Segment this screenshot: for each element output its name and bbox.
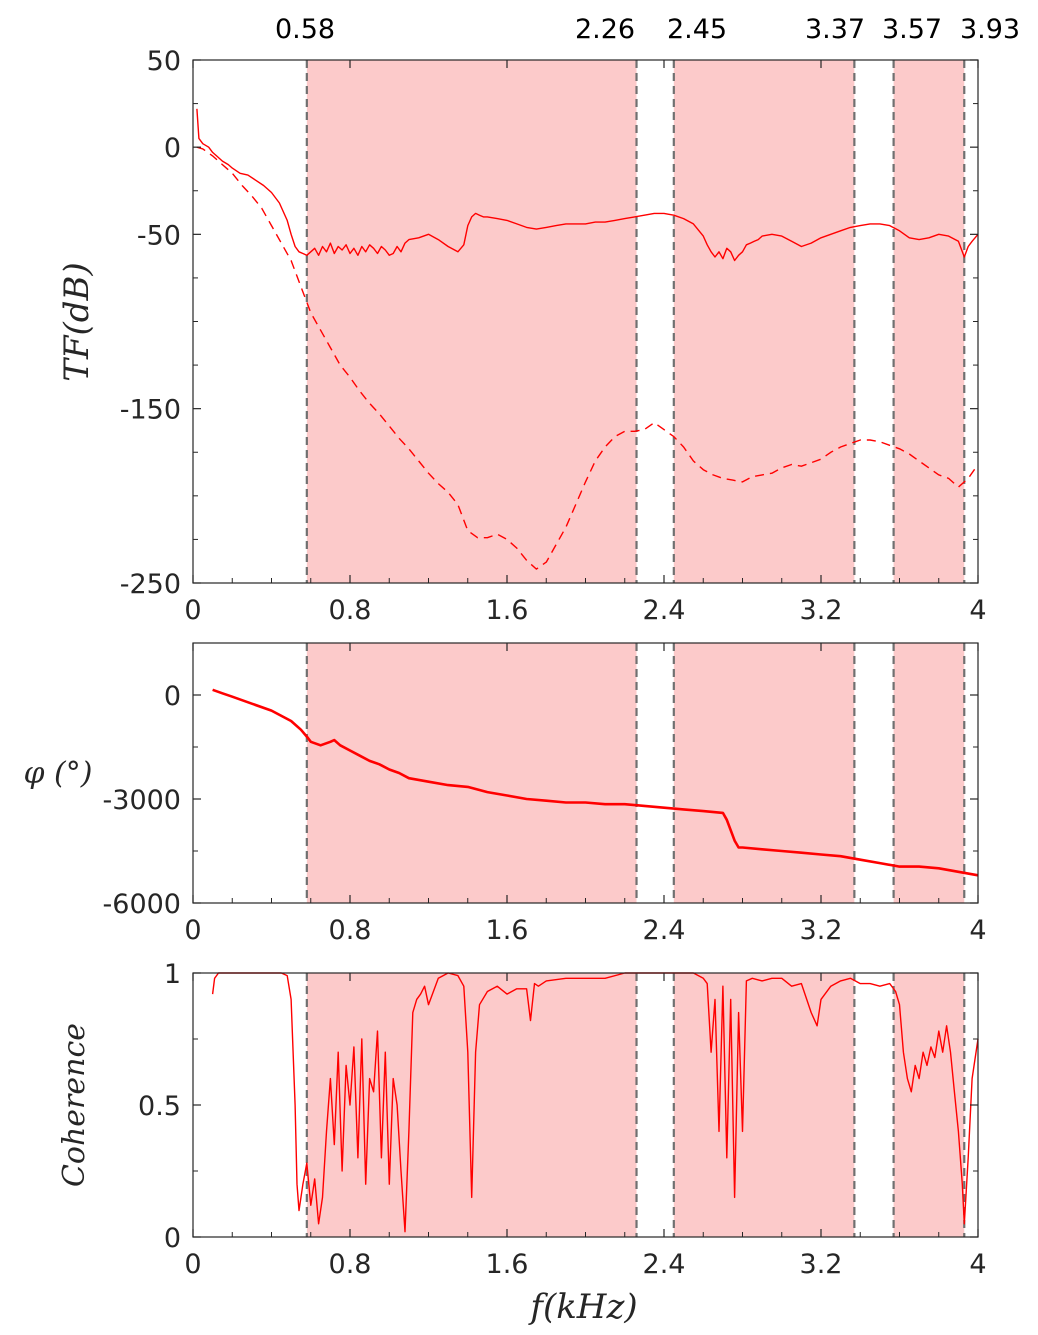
coherence-xtick-label-5: 4	[969, 1249, 986, 1280]
coherence-ytick-label-2: 1	[164, 959, 181, 990]
phase-xtick-label-0: 0	[184, 915, 201, 946]
phase-ytick-label-1: -3000	[103, 785, 181, 816]
tf-xtick-label-5: 4	[969, 595, 986, 626]
tf-series-0-solid	[196, 108, 979, 262]
tf-ytick-label-1: 0	[164, 133, 181, 164]
coherence-xtick-label-4: 3.2	[800, 1249, 843, 1280]
tf-xtick-label-0: 0	[184, 595, 201, 626]
phase-band-1	[673, 643, 855, 903]
phase-series-0-solid	[212, 688, 979, 877]
tf-series-1-dashed	[196, 146, 979, 570]
frequency-xlabel: f(kHz)	[527, 1287, 637, 1327]
boundary-label-5: 3.93	[960, 14, 1020, 45]
coherence-series-0-solid	[211, 972, 979, 1233]
tf-ytick-label-3: -150	[120, 395, 181, 426]
coherence-xtick-label-0: 0	[184, 1249, 201, 1280]
coherence-xtick-label-1: 0.8	[329, 1249, 372, 1280]
coherence-ylabel: Coherence	[57, 1023, 92, 1187]
coherence-xtick-label-3: 2.4	[643, 1249, 686, 1280]
phase-xtick-label-2: 1.6	[486, 915, 529, 946]
tf-band-0	[306, 60, 637, 583]
coherence-band-2	[893, 973, 965, 1237]
phase-band-2	[893, 643, 965, 903]
phase-ytick-label-2: -6000	[103, 889, 181, 920]
boundary-label-2: 2.45	[667, 14, 727, 45]
tf-ytick-label-2: -50	[137, 220, 181, 251]
coherence-band-1	[673, 973, 855, 1237]
phase-xtick-label-1: 0.8	[329, 915, 372, 946]
phase-ytick-label-0: 0	[164, 681, 181, 712]
tf-xtick-label-3: 2.4	[643, 595, 686, 626]
phase-xtick-label-4: 3.2	[800, 915, 843, 946]
tf-ylabel: TF(dB)	[57, 262, 97, 382]
phase-ylabel: φ (°)	[24, 756, 93, 791]
phase-band-0	[306, 643, 637, 903]
phase-xtick-label-5: 4	[969, 915, 986, 946]
coherence-ytick-label-1: 0.5	[138, 1091, 181, 1122]
coherence-xtick-label-2: 1.6	[486, 1249, 529, 1280]
boundary-label-0: 0.58	[275, 14, 335, 45]
boundary-labels: 0.58 2.26 2.45 3.37 3.57 3.93	[275, 14, 1020, 45]
tf-xtick-label-4: 3.2	[800, 595, 843, 626]
phase-xtick-label-3: 2.4	[643, 915, 686, 946]
boundary-label-3: 3.37	[805, 14, 865, 45]
coherence-panel: 0 0.8 1.6 2.4 3.2 4 0 0.5 1	[138, 959, 987, 1280]
tf-ytick-label-4: -250	[120, 569, 181, 600]
phase-panel: 0 0.8 1.6 2.4 3.2 4 0 -3000 -6000	[103, 642, 987, 946]
boundary-label-1: 2.26	[575, 14, 635, 45]
tf-xtick-label-2: 1.6	[486, 595, 529, 626]
tf-xtick-label-1: 0.8	[329, 595, 372, 626]
tf-panel: 0 0.8 1.6 2.4 3.2 4 50 0 -50 -150 -250	[120, 46, 987, 626]
axis-labels: TF(dB) φ (°) Coherence f(kHz)	[24, 262, 638, 1327]
tf-band-1	[673, 60, 855, 583]
tf-band-2	[893, 60, 965, 583]
boundary-label-4: 3.57	[882, 14, 942, 45]
tf-ytick-label-0: 50	[147, 46, 181, 77]
coherence-ytick-label-0: 0	[164, 1223, 181, 1254]
